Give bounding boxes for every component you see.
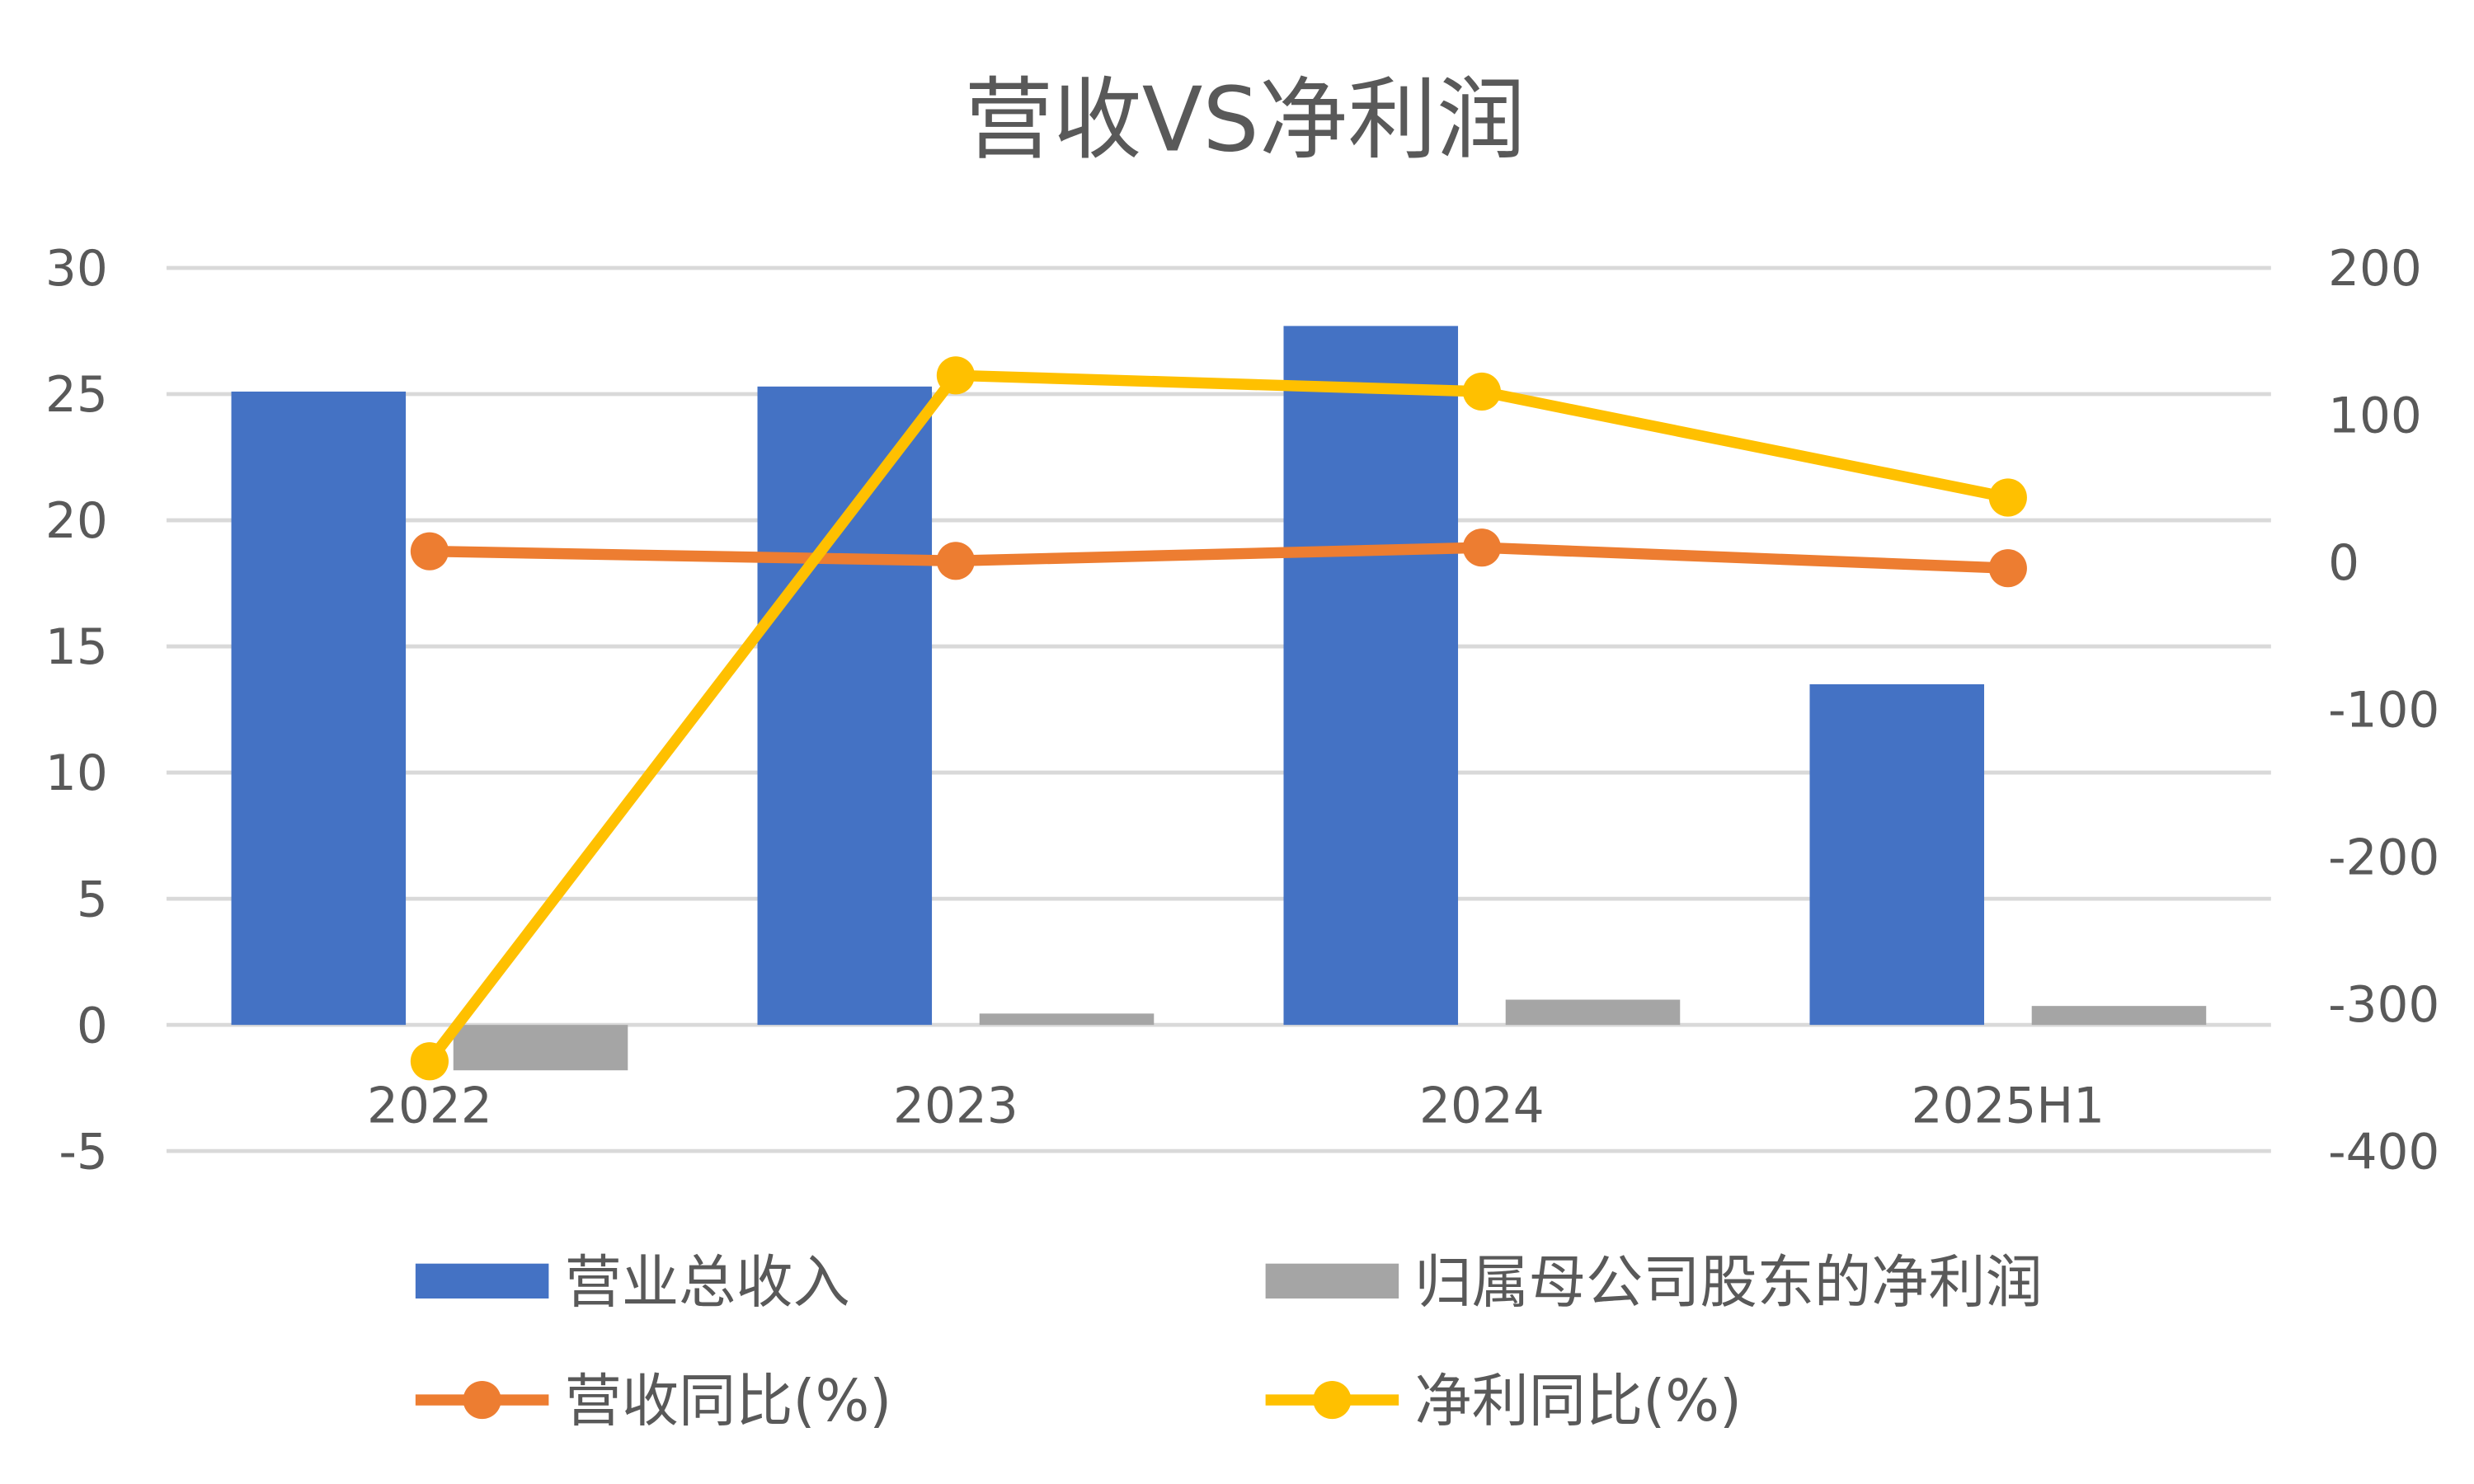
x-tick-label: 2022 <box>367 1078 492 1135</box>
point-profit-yoy <box>410 1042 449 1081</box>
chart-title: 营收VS净利润 <box>964 69 1525 172</box>
legend-swatch <box>1265 1263 1399 1298</box>
point-revenue-yoy <box>1988 549 2027 588</box>
point-revenue-yoy <box>410 532 449 571</box>
bar-revenue <box>231 391 407 1026</box>
bar-revenue <box>757 386 933 1026</box>
point-profit-yoy <box>936 356 975 395</box>
right-tick-label: -200 <box>2328 829 2439 886</box>
legend-label: 归属母公司股东的净利润 <box>1414 1250 2042 1316</box>
point-revenue-yoy <box>1462 528 1501 567</box>
left-tick-label: 0 <box>77 998 108 1054</box>
bars <box>231 326 2207 1071</box>
right-tick-label: 200 <box>2328 241 2422 298</box>
left-tick-label: 25 <box>45 367 108 424</box>
lines <box>410 356 2027 1081</box>
bar-net-profit <box>2031 1006 2207 1026</box>
legend-label: 营收同比(%) <box>565 1369 892 1435</box>
legend-marker <box>1313 1381 1352 1420</box>
left-tick-label: 10 <box>45 745 108 802</box>
line-revenue-yoy <box>429 542 2009 574</box>
left-tick-label: 20 <box>45 493 108 550</box>
right-tick-label: -300 <box>2328 977 2439 1034</box>
bar-net-profit <box>1505 999 1681 1026</box>
left-tick-label: 15 <box>45 619 108 676</box>
bar-revenue <box>1809 683 1985 1026</box>
point-revenue-yoy <box>936 542 975 580</box>
right-axis-ticks: 200 100 0 -100 -200 -300 -400 <box>2328 241 2439 1181</box>
bar-net-profit <box>979 1013 1155 1026</box>
legend-label: 营业总收入 <box>565 1250 850 1316</box>
left-tick-label: 30 <box>45 241 108 298</box>
x-axis-ticks: 2022 2023 2024 2025H1 <box>367 1078 2105 1135</box>
x-tick-label: 2024 <box>1419 1078 1545 1135</box>
point-profit-yoy <box>1462 372 1501 411</box>
right-tick-label: 100 <box>2328 388 2422 445</box>
right-tick-label: -100 <box>2328 683 2439 740</box>
legend-marker <box>463 1381 501 1420</box>
right-tick-label: -400 <box>2328 1124 2439 1181</box>
point-profit-yoy <box>1988 478 2027 517</box>
legend-swatch <box>415 1263 549 1298</box>
left-tick-label: -5 <box>59 1124 107 1181</box>
x-tick-label: 2023 <box>893 1078 1018 1135</box>
x-tick-label: 2025H1 <box>1912 1078 2105 1135</box>
left-axis-ticks: 30 25 20 15 10 5 0 -5 <box>45 241 108 1181</box>
right-tick-label: 0 <box>2328 535 2359 592</box>
bar-net-profit <box>453 1025 628 1071</box>
legend-label: 净利同比(%) <box>1414 1369 1742 1435</box>
bar-revenue <box>1283 326 1459 1026</box>
line-profit-yoy <box>425 369 2010 1065</box>
left-tick-label: 5 <box>77 871 108 928</box>
